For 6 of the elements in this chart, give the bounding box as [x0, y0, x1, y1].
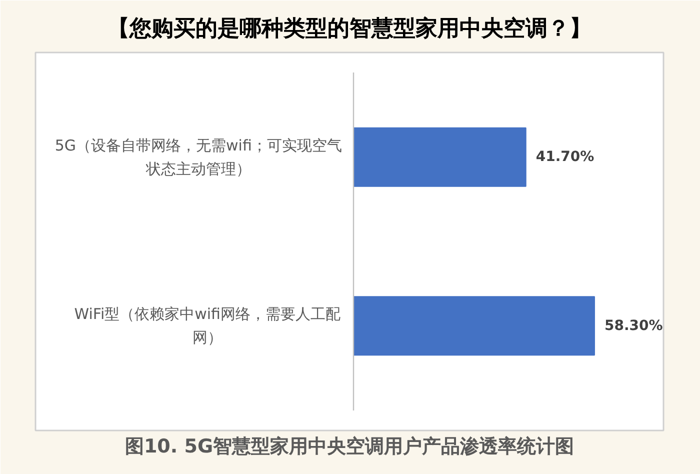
data-label: 41.70% [536, 149, 594, 166]
chart-title: 【您购买的是哪种类型的智慧型家用中央空调？】 [108, 16, 592, 42]
y-tick-label: 5G（设备自带网络，无需wifi；可实现空气状态主动管理） [54, 136, 342, 178]
caption: 图10. 5G智慧型家用中央空调用户产品渗透率统计图 [124, 436, 574, 458]
data-label: 58.30% [604, 318, 663, 334]
y-tick-label: WiFi型（依赖家中wifi网络，需要人工配网） [74, 305, 341, 347]
